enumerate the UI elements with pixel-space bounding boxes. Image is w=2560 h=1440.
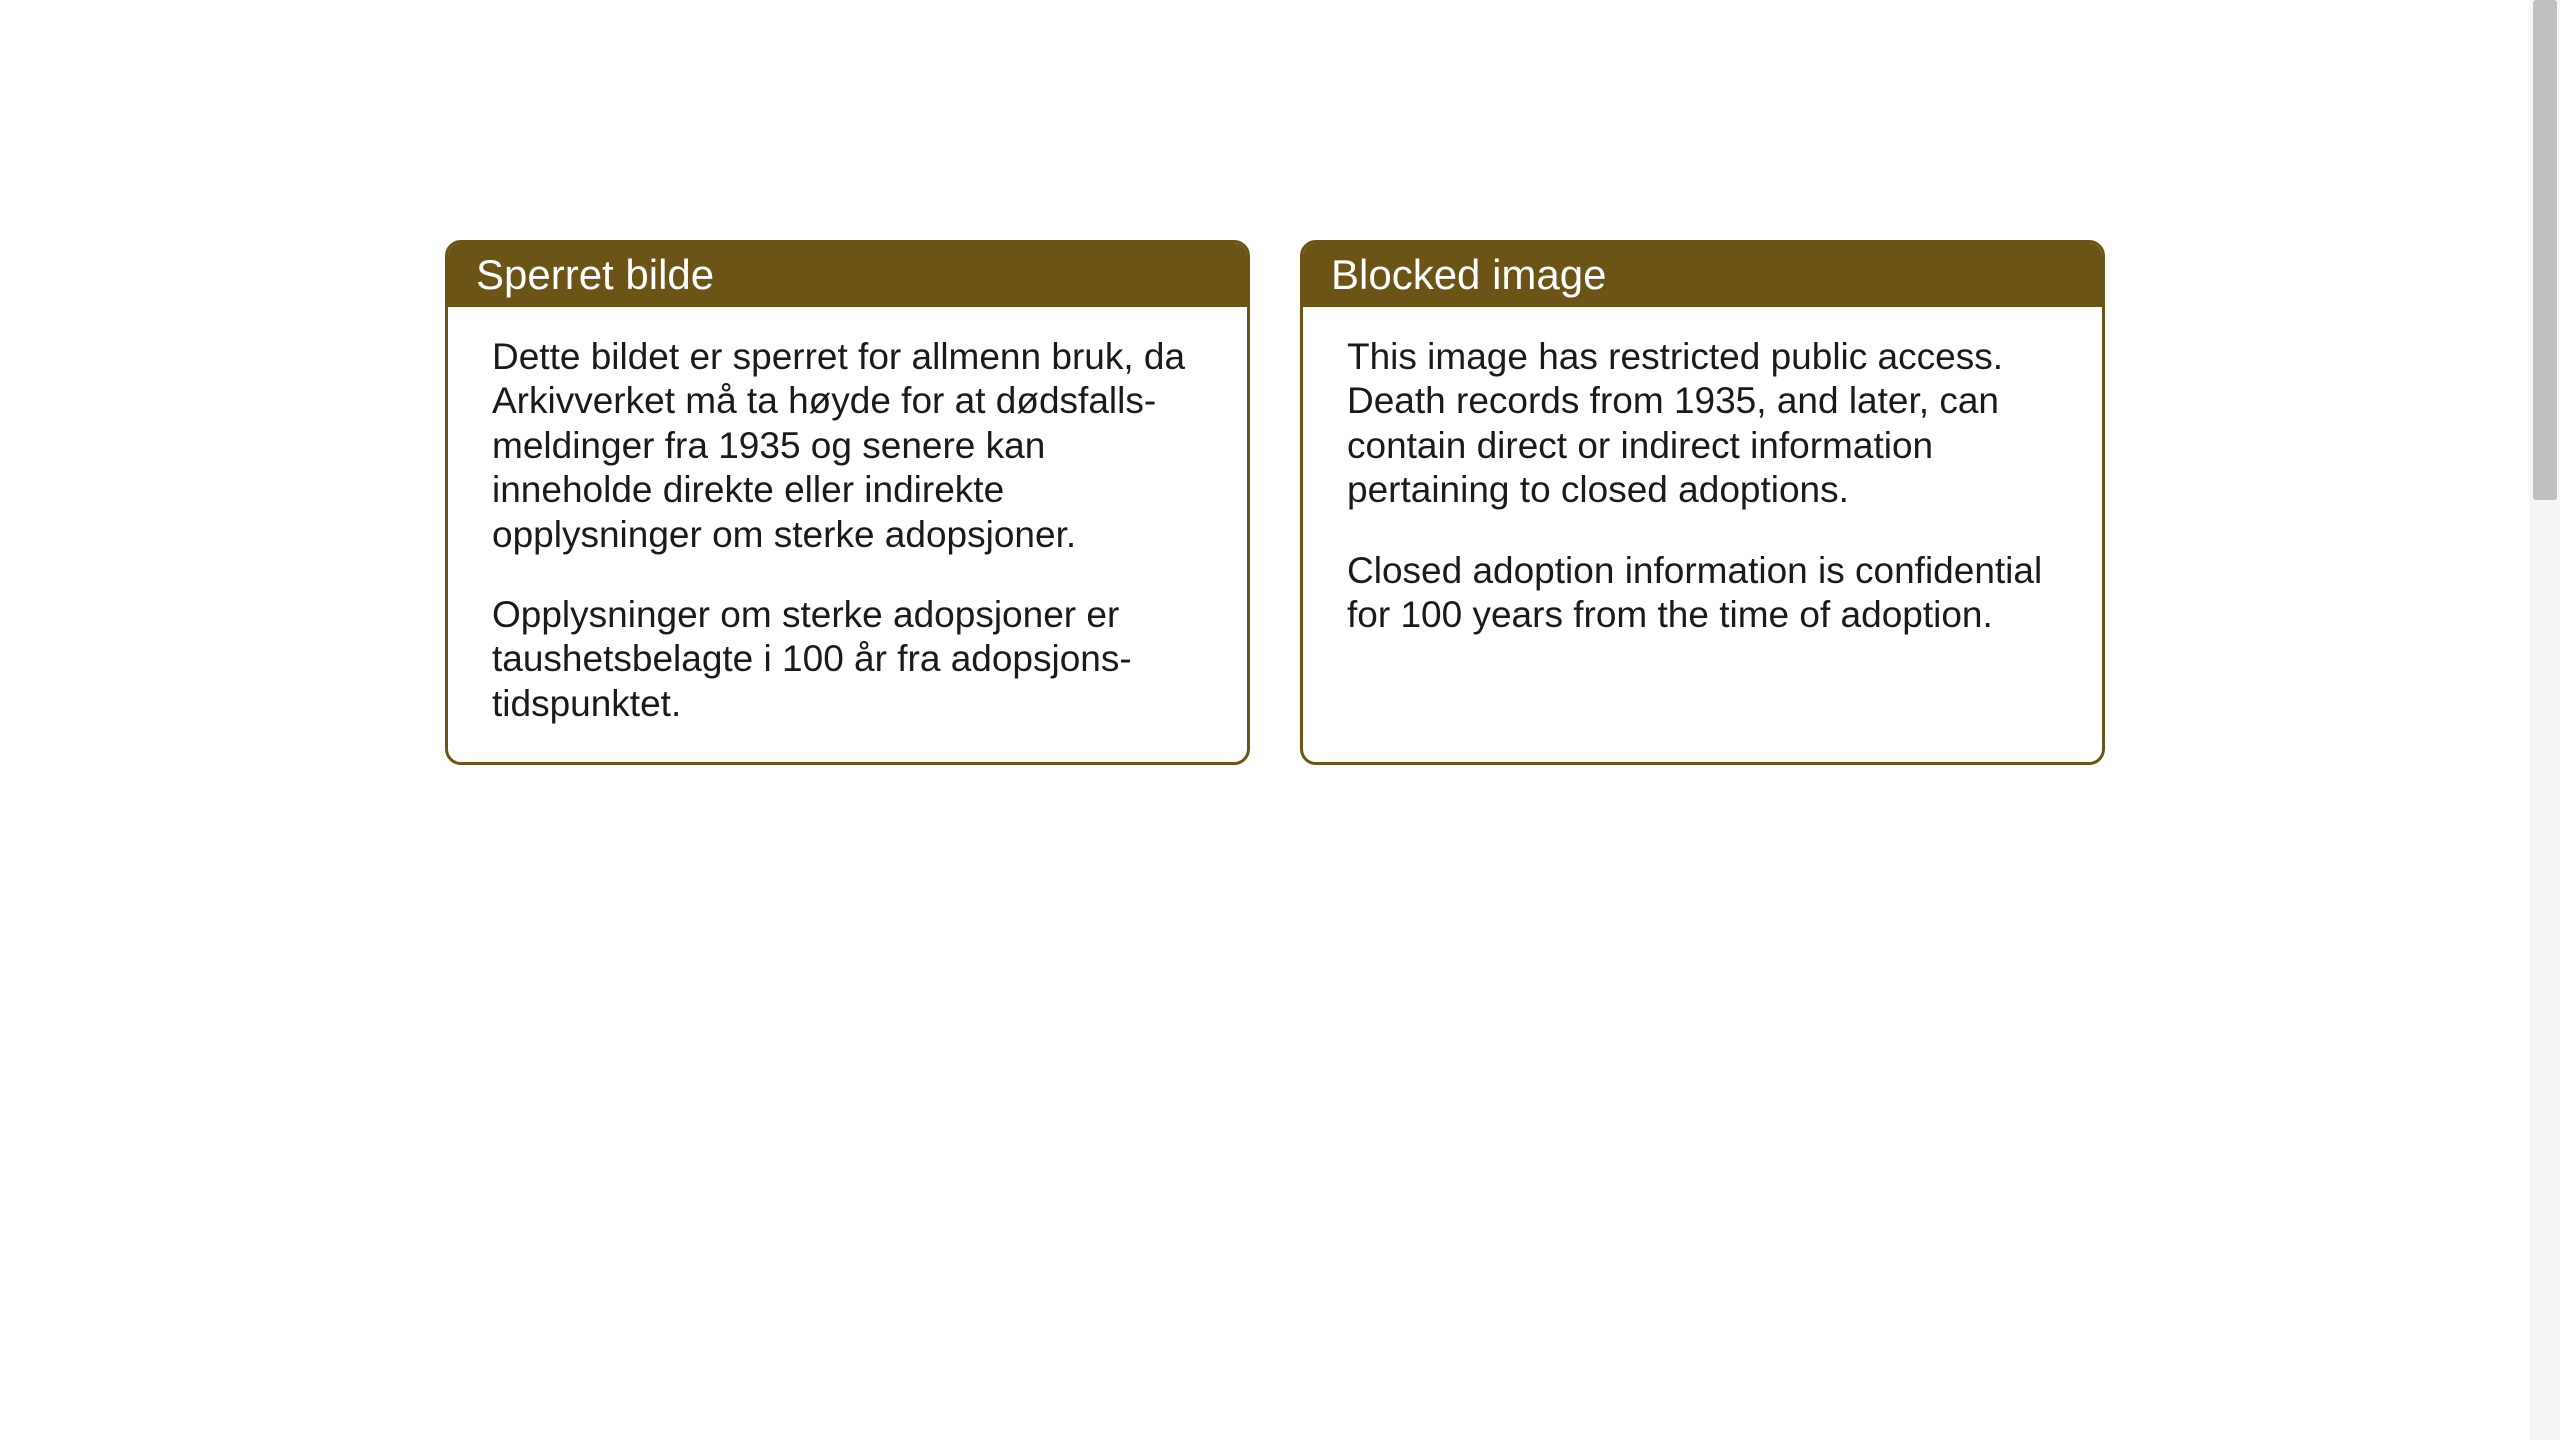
- notice-title-english: Blocked image: [1331, 251, 1606, 298]
- notice-paragraph-1-english: This image has restricted public access.…: [1347, 335, 2058, 513]
- vertical-scrollbar[interactable]: [2530, 0, 2560, 1440]
- notice-paragraph-2-norwegian: Opplysninger om sterke adopsjoner er tau…: [492, 593, 1203, 726]
- scrollbar-thumb[interactable]: [2533, 0, 2557, 500]
- notice-header-norwegian: Sperret bilde: [448, 243, 1247, 307]
- notice-body-norwegian: Dette bildet er sperret for allmenn bruk…: [448, 307, 1247, 762]
- notices-container: Sperret bilde Dette bildet er sperret fo…: [445, 240, 2105, 765]
- notice-paragraph-1-norwegian: Dette bildet er sperret for allmenn bruk…: [492, 335, 1203, 557]
- notice-box-english: Blocked image This image has restricted …: [1300, 240, 2105, 765]
- notice-header-english: Blocked image: [1303, 243, 2102, 307]
- notice-body-english: This image has restricted public access.…: [1303, 307, 2102, 673]
- notice-title-norwegian: Sperret bilde: [476, 251, 714, 298]
- notice-paragraph-2-english: Closed adoption information is confident…: [1347, 549, 2058, 638]
- notice-box-norwegian: Sperret bilde Dette bildet er sperret fo…: [445, 240, 1250, 765]
